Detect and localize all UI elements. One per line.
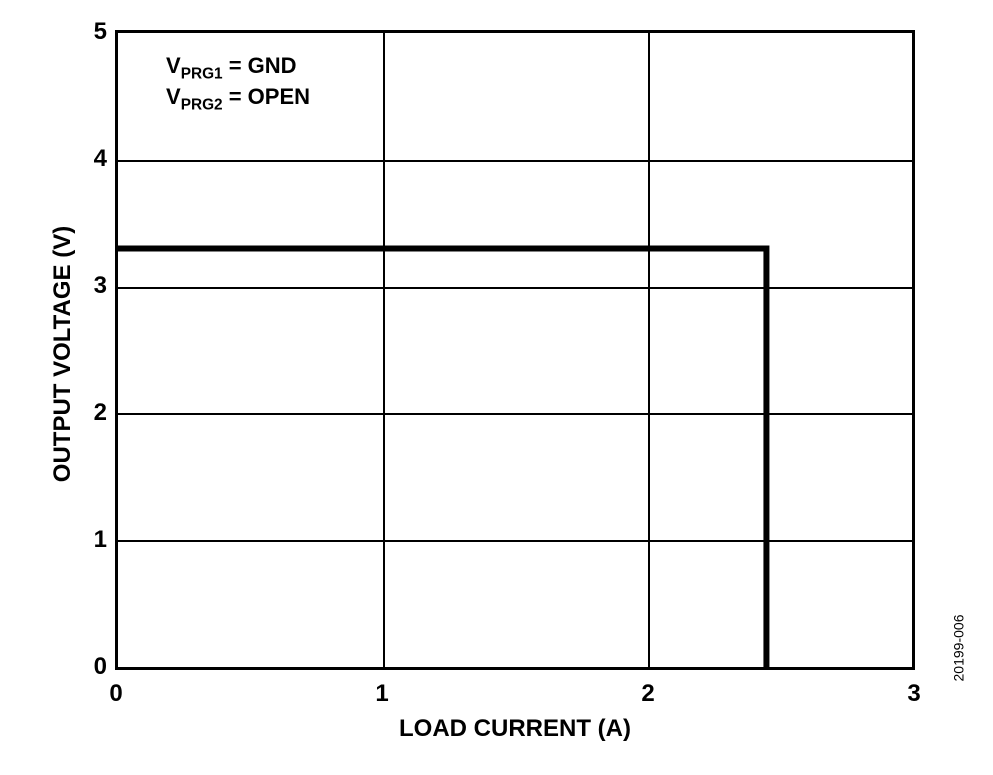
x-tick-3: 3: [907, 680, 920, 708]
gridline-h: [118, 413, 912, 415]
y-axis-label: OUTPUT VOLTAGE (V): [49, 226, 77, 482]
y-tick-5: 5: [85, 18, 107, 46]
y-tick-4: 4: [85, 145, 107, 173]
gridline-h: [118, 540, 912, 542]
chart-container: OUTPUT VOLTAGE (V) LOAD CURRENT (A) 5 4 …: [0, 0, 993, 775]
annotation-line-2: VPRG2 = OPEN: [166, 84, 310, 115]
gridline-v: [648, 33, 650, 667]
gridline-h: [118, 287, 912, 289]
x-tick-1: 1: [375, 680, 388, 708]
x-axis-label: LOAD CURRENT (A): [399, 715, 631, 743]
y-tick-2: 2: [85, 399, 107, 427]
x-tick-0: 0: [109, 680, 122, 708]
data-line: [118, 33, 912, 667]
y-tick-1: 1: [85, 526, 107, 554]
y-tick-0: 0: [85, 653, 107, 681]
annotation-line-1: VPRG1 = GND: [166, 53, 310, 84]
figure-sidecode: 20199-006: [950, 615, 966, 682]
gridline-v: [383, 33, 385, 667]
chart-annotation: VPRG1 = GND VPRG2 = OPEN: [166, 53, 310, 115]
y-tick-3: 3: [85, 272, 107, 300]
plot-area: VPRG1 = GND VPRG2 = OPEN: [115, 30, 915, 670]
gridline-h: [118, 160, 912, 162]
x-tick-2: 2: [641, 680, 654, 708]
